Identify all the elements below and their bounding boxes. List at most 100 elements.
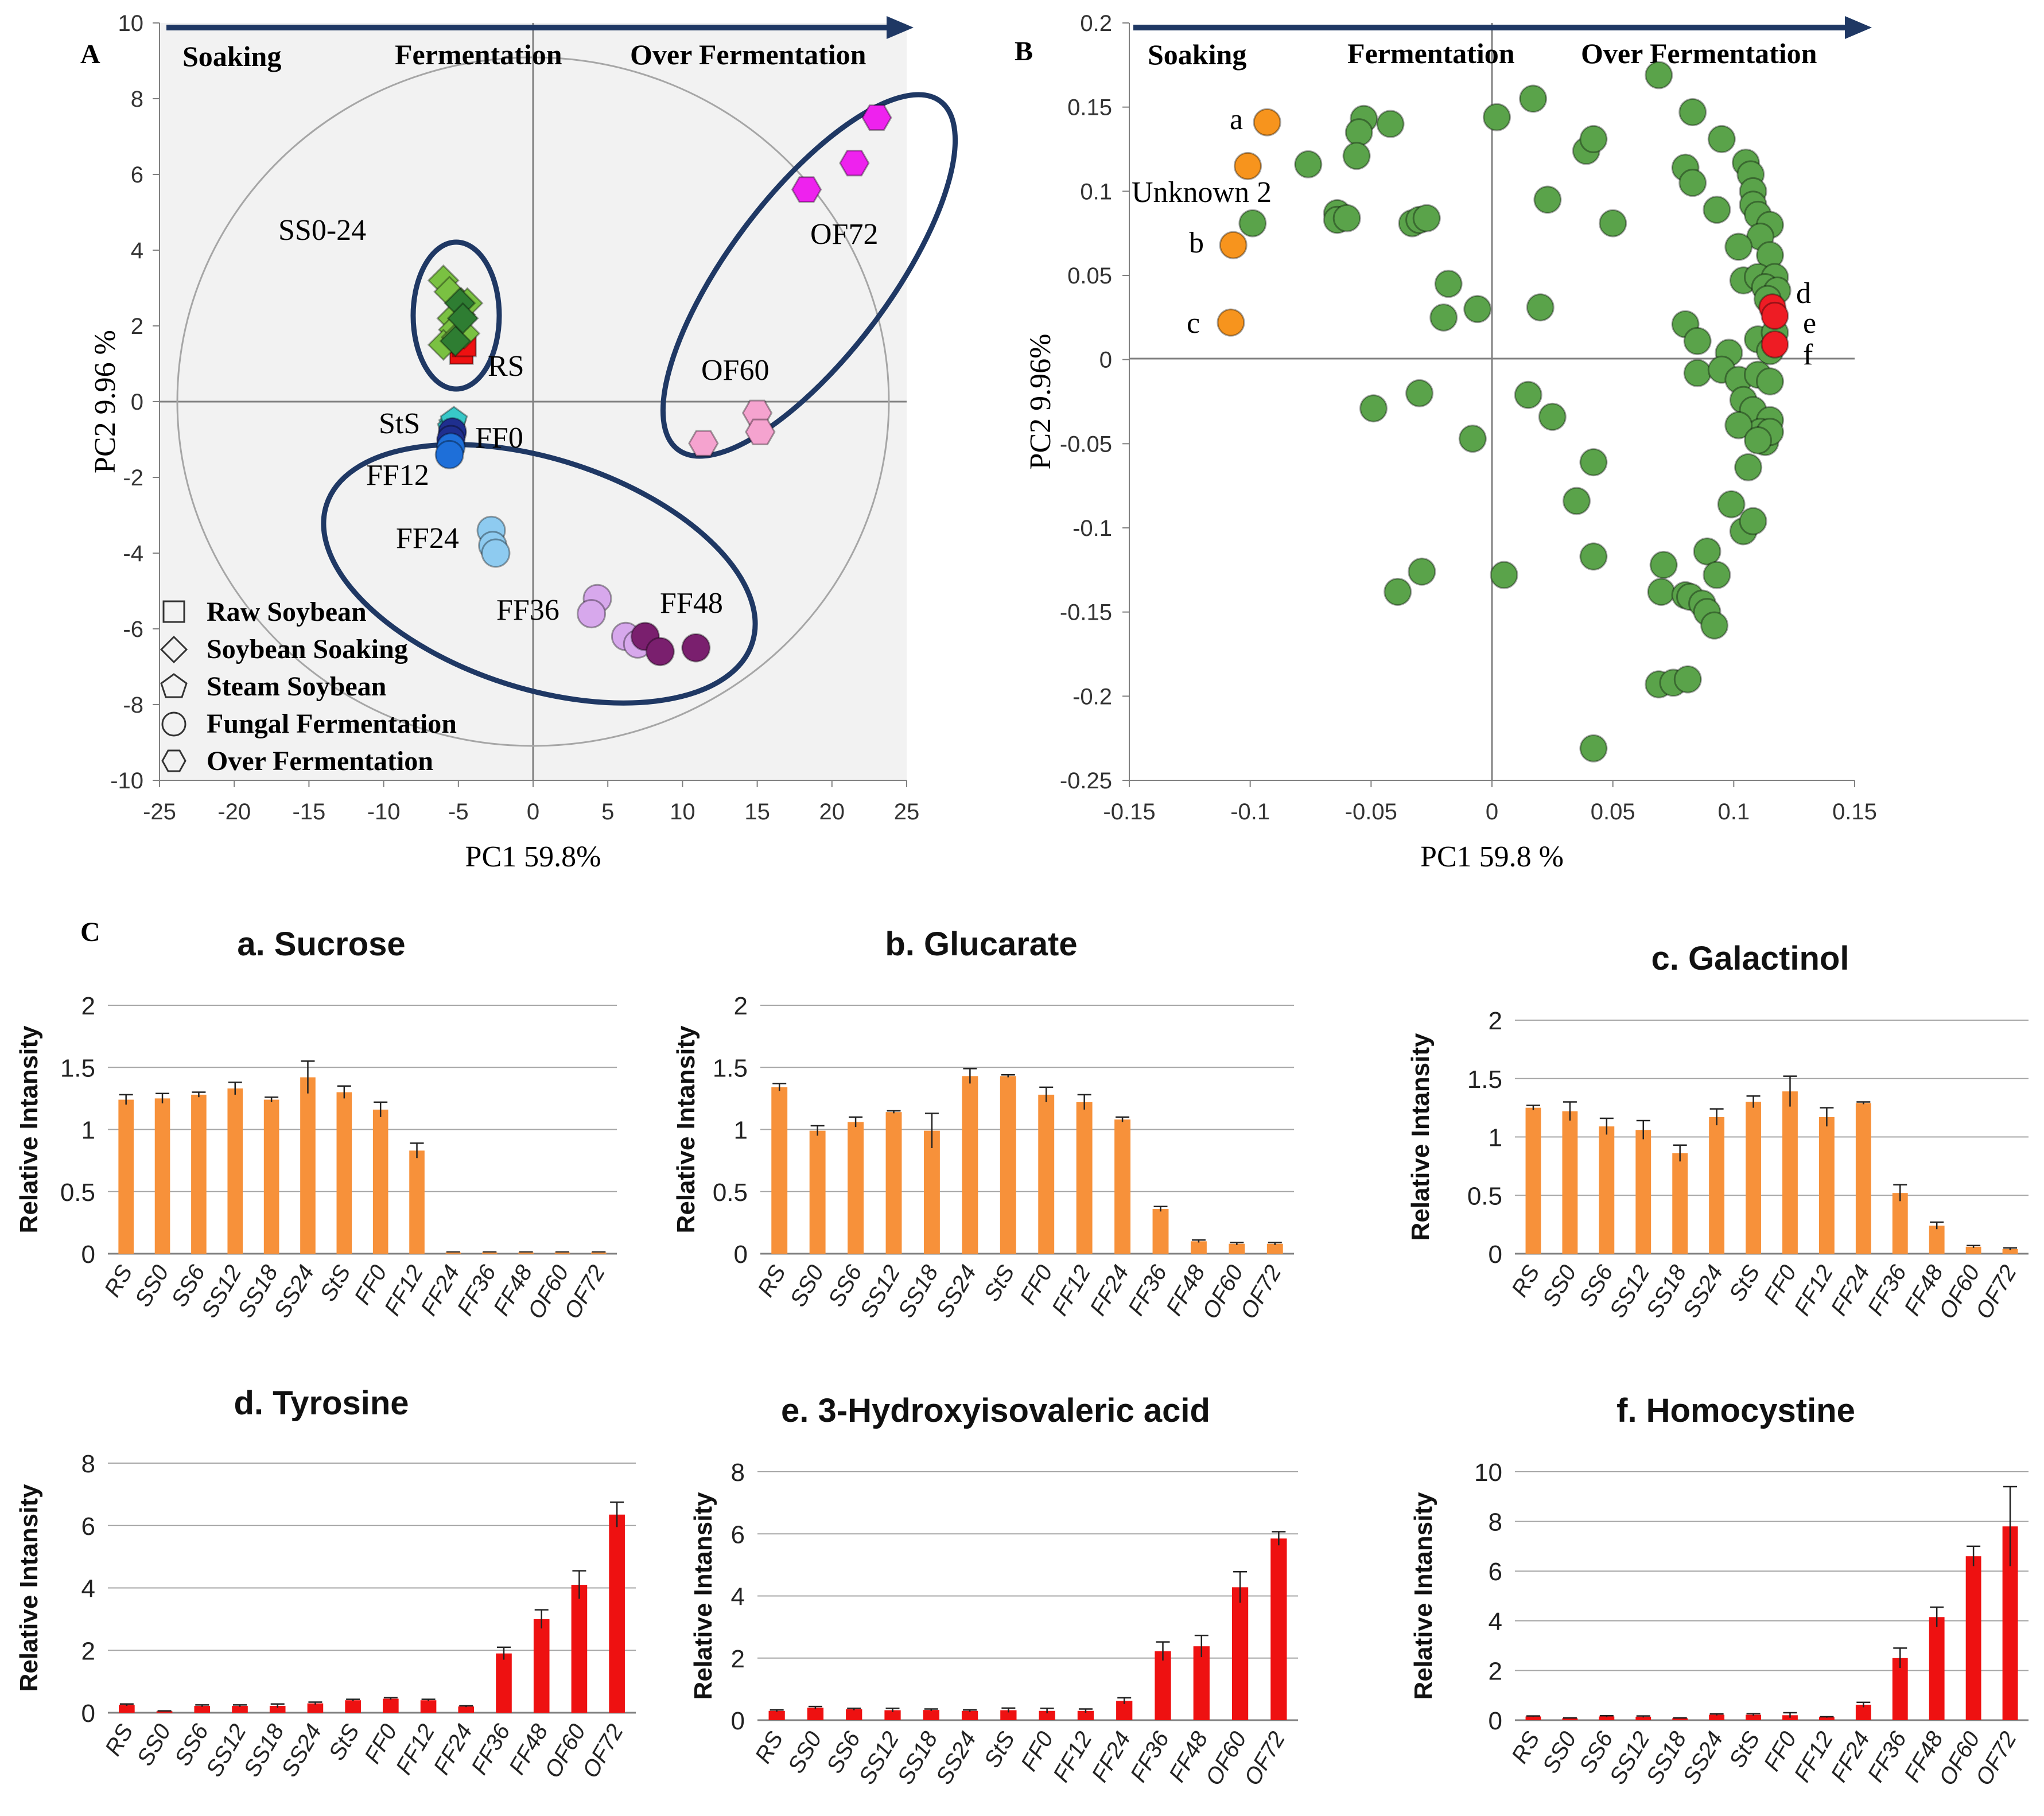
panel-b-loading-point [1408, 557, 1436, 586]
panel-b-loading-point-decreasing [1233, 151, 1262, 180]
panel-a-ss-cluster-ellipse [410, 239, 502, 392]
panel-b-stage-arrow-head [1845, 16, 1872, 39]
bar-chart-y-tick-label: 0 [1489, 1707, 1502, 1735]
panel-b-loading-point [1463, 295, 1492, 324]
bar [1229, 1243, 1245, 1254]
bar-chart-y-tick-label: 0 [81, 1700, 95, 1728]
bar-chart-category-label: FF12 [1047, 1261, 1096, 1320]
bar-chart-category-label: FF24 [1087, 1728, 1136, 1787]
bar-chart-category-label: RS [1507, 1727, 1545, 1767]
panel-a-stage-soaking: Soaking [182, 40, 281, 72]
panel-a-point-hexagon [688, 430, 719, 457]
panel-a-label-ff48: FF48 [660, 587, 723, 620]
panel-a-y-tick-label: -4 [123, 541, 143, 566]
panel-a-stage-over-fermentation: Over Fermentation [630, 38, 866, 71]
panel-a-points [427, 104, 892, 667]
panel-b-loading-point-decreasing [1219, 231, 1248, 259]
bar [533, 1619, 550, 1713]
panel-b-loading-point-increasing [1761, 330, 1789, 359]
bar-chart-y-axis-title: Relative Intansity [1406, 1033, 1435, 1241]
bar-chart-category-label: StS [324, 1720, 365, 1764]
bar [227, 1088, 243, 1254]
bar-chart-y-tick-label: 2 [81, 1637, 95, 1665]
bar-chart-category-label: OF72 [1235, 1261, 1286, 1324]
bar [1155, 1651, 1171, 1720]
panel-b-y-tick-label: 0.2 [1080, 11, 1112, 36]
bar-chart-category-label: SS18 [893, 1727, 943, 1788]
bar-chart-category-label: SS12 [201, 1720, 251, 1782]
bar-chart-category-label: SS24 [277, 1720, 327, 1782]
panel-a-y-tick-label: 10 [118, 11, 144, 36]
bar [156, 1711, 173, 1713]
bar [345, 1700, 361, 1713]
panel-a-point-circle [434, 440, 464, 469]
bar [1599, 1126, 1615, 1254]
bar-chart-y-tick-label: 0.5 [60, 1179, 95, 1207]
panel-b-loading-point [1434, 270, 1463, 298]
panel-b-y-tick-label: -0.1 [1072, 516, 1112, 541]
panel-a-y-tick-label: 8 [131, 87, 143, 112]
panel-a-point-diamond [446, 302, 479, 335]
panel-c-bar-charts: 00.511.52RSSS0SS6SS12SS18SS24StSFF0FF12F… [15, 926, 2029, 1790]
panel-b-loading-point [1739, 507, 1767, 535]
bar-chart-category-label: SS12 [855, 1261, 905, 1323]
panel-b-loading-point [1359, 394, 1388, 423]
bar [1562, 1111, 1578, 1254]
bar [119, 1705, 135, 1713]
panel-b-loading-point [1703, 561, 1731, 589]
panel-b-loading-point [1514, 380, 1542, 409]
bar [591, 1252, 607, 1254]
panel-b-loading-point [1579, 125, 1608, 153]
panel-b-stage-soaking: Soaking [1148, 38, 1246, 71]
panel-b-loading-point [1717, 490, 1746, 519]
legend-steam-soybean: Steam Soybean [207, 671, 386, 702]
legend-circle-icon [161, 711, 186, 737]
bar [1000, 1076, 1016, 1254]
panel-a-point-circle [577, 599, 607, 629]
bar-chart-category-label: FF12 [380, 1261, 429, 1320]
legend-diamond-icon [160, 635, 188, 664]
panel-a-x-tick-label: 5 [601, 799, 614, 825]
bar-chart-y-tick-label: 4 [81, 1575, 95, 1603]
bar [809, 1130, 826, 1254]
panel-b-loading-point [1526, 293, 1555, 322]
bar [445, 1252, 461, 1254]
legend-square-icon [162, 600, 185, 623]
bar-chart-y-tick-label: 0.5 [1467, 1182, 1502, 1210]
panel-a-point-diamond [439, 325, 472, 357]
bar [1965, 1556, 1981, 1720]
bar [885, 1112, 902, 1254]
bar-chart-category-label: FF12 [1789, 1728, 1838, 1787]
panel-b-x-axis-title: PC1 59.8 % [1420, 841, 1564, 873]
panel-b-loading-point [1724, 232, 1753, 261]
panel-a-y-tick-label: 0 [131, 390, 143, 415]
panel-a-x-tick-label: 10 [670, 799, 695, 825]
bar-chart-3: 00.511.52RSSS0SS6SS12SS18SS24StSFF0FF12F… [1406, 940, 2029, 1323]
bar [554, 1252, 570, 1254]
bar [1635, 1716, 1651, 1720]
bar [1672, 1718, 1688, 1720]
panel-a-stage-arrow-head [887, 16, 914, 39]
panel-b-loading-point [1342, 142, 1371, 170]
panel-b-stage-fermentation: Fermentation [1347, 37, 1515, 69]
panel-b-point-label-c: c [1187, 307, 1200, 340]
bar-chart-category-label: FF36 [467, 1720, 515, 1779]
bar [923, 1130, 940, 1254]
panel-b-loading-point [1458, 425, 1487, 453]
bar [1114, 1119, 1131, 1254]
bar-chart-y-tick-label: 1.5 [60, 1054, 95, 1082]
bar-chart-y-tick-label: 8 [1489, 1508, 1502, 1537]
bar [1525, 1716, 1541, 1720]
bar-chart-y-tick-label: 1 [734, 1117, 748, 1145]
panel-b-loading-point [1579, 448, 1608, 477]
panel-b-point-label-b: b [1189, 227, 1204, 259]
panel-b-x-tick-label: -0.1 [1230, 799, 1270, 825]
bar-chart-title: e. 3-Hydroxyisovaleric acid [781, 1392, 1210, 1429]
panel-a-y-tick-label: 4 [131, 238, 143, 263]
panel-b-point-label-a: a [1230, 103, 1243, 136]
bar-chart-category-label: StS [1724, 1261, 1765, 1305]
bar [1892, 1658, 1908, 1720]
panel-b-loading-point [1384, 577, 1412, 606]
panel-a-y-tick-label: 2 [131, 314, 143, 339]
bar [1746, 1714, 1761, 1720]
